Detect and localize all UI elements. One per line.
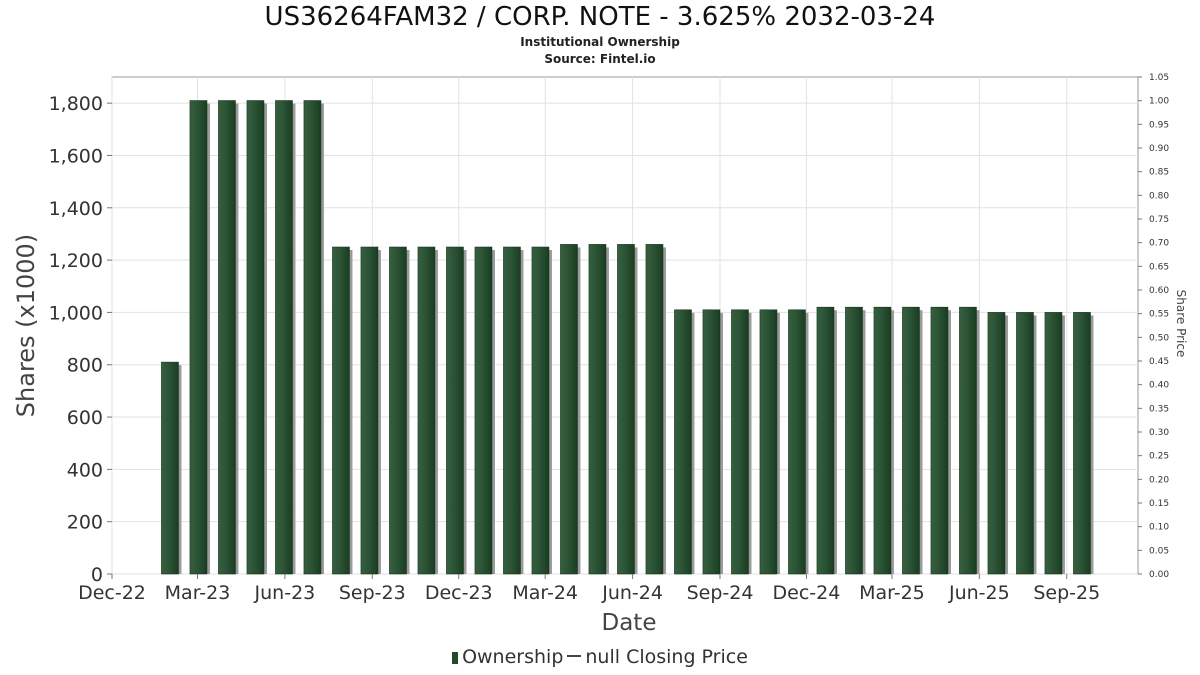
x-tick-label: Sep-24 xyxy=(687,582,754,604)
bar xyxy=(617,244,635,575)
y2-tick-label: 0.70 xyxy=(1149,239,1169,249)
x-tick-label: Mar-23 xyxy=(165,582,231,604)
y2-tick-label: 0.55 xyxy=(1149,310,1169,320)
bar xyxy=(788,309,806,575)
legend-price-label: null Closing Price xyxy=(585,646,748,668)
y2-tick-label: 0.20 xyxy=(1149,475,1169,485)
bar xyxy=(987,312,1006,575)
legend-ownership-swatch xyxy=(452,652,459,664)
y2-tick-label: 0.00 xyxy=(1149,570,1169,580)
y2-tick-label: 0.95 xyxy=(1149,120,1169,130)
chart-subtitle-line-1: Institutional Ownership xyxy=(520,35,680,49)
bar xyxy=(588,244,607,575)
y2-tick-label: 0.85 xyxy=(1149,168,1169,178)
legend-price-line xyxy=(567,655,582,657)
x-tick-label: Sep-23 xyxy=(339,582,406,604)
bar xyxy=(189,100,208,575)
bar xyxy=(531,246,550,575)
bar xyxy=(332,246,350,575)
y-tick-label: 0 xyxy=(91,564,103,586)
bar xyxy=(1016,312,1034,575)
y2-tick-label: 0.75 xyxy=(1149,215,1169,225)
bar xyxy=(503,246,521,575)
x-tick-label: Jun-23 xyxy=(254,582,316,604)
bar xyxy=(845,306,863,575)
y2-tick-label: 0.15 xyxy=(1149,499,1169,509)
chart-subtitle-line-2: Source: Fintel.io xyxy=(544,52,656,66)
y2-tick-label: 0.25 xyxy=(1149,452,1169,462)
x-tick-label: Mar-24 xyxy=(512,582,578,604)
y-tick-label: 1,200 xyxy=(49,250,103,272)
bar xyxy=(360,246,379,575)
bar xyxy=(417,246,436,575)
bar xyxy=(731,309,749,575)
y-axis-label: Shares (x1000) xyxy=(12,234,40,417)
y2-tick-label: 0.40 xyxy=(1149,381,1169,391)
legend-ownership-label: Ownership xyxy=(462,646,564,668)
bar xyxy=(902,306,920,575)
y2-tick-label: 0.50 xyxy=(1149,333,1169,343)
bar xyxy=(275,100,293,575)
bar xyxy=(303,100,322,575)
y-tick-label: 200 xyxy=(67,512,103,534)
bar xyxy=(816,306,835,575)
y2-tick-label: 1.00 xyxy=(1149,97,1169,107)
bar xyxy=(959,306,977,575)
x-tick-label: Jun-24 xyxy=(601,582,663,604)
y2-axis-label: Share Price xyxy=(1174,290,1188,358)
y2-tick-label: 0.80 xyxy=(1149,191,1169,201)
y2-tick-label: 0.30 xyxy=(1149,428,1169,438)
bar xyxy=(702,309,721,575)
x-tick-label: Dec-23 xyxy=(425,582,493,604)
bar xyxy=(674,309,692,575)
y-tick-label: 1,400 xyxy=(49,198,103,220)
bar xyxy=(389,246,407,575)
y-tick-label: 400 xyxy=(67,459,103,481)
bar xyxy=(873,306,892,575)
y-tick-label: 1,800 xyxy=(49,93,103,115)
y-tick-label: 1,600 xyxy=(49,145,103,167)
x-tick-label: Jun-25 xyxy=(948,582,1010,604)
bar xyxy=(1044,312,1063,575)
x-axis-label: Date xyxy=(602,610,657,636)
bar xyxy=(474,246,493,575)
y-tick-label: 600 xyxy=(67,407,103,429)
y2-tick-label: 0.05 xyxy=(1149,546,1169,556)
x-tick-label: Sep-25 xyxy=(1033,582,1100,604)
bar xyxy=(759,309,778,575)
y2-tick-label: 0.60 xyxy=(1149,286,1169,296)
bar xyxy=(161,361,179,575)
y2-tick-label: 0.90 xyxy=(1149,144,1169,154)
x-tick-label: Mar-25 xyxy=(859,582,925,604)
y2-tick-label: 0.35 xyxy=(1149,404,1169,414)
y2-tick-label: 0.65 xyxy=(1149,262,1169,272)
y-tick-label: 1,000 xyxy=(49,302,103,324)
y2-tick-label: 1.05 xyxy=(1149,73,1169,83)
bar xyxy=(1073,312,1091,575)
legend: Ownership null Closing Price xyxy=(0,646,1200,668)
y-tick-label: 800 xyxy=(67,355,103,377)
y2-tick-label: 0.45 xyxy=(1149,357,1169,367)
bar xyxy=(246,100,265,575)
bar xyxy=(446,246,464,575)
x-tick-label: Dec-24 xyxy=(773,582,841,604)
bar xyxy=(560,244,578,575)
chart-title: US36264FAM32 / CORP. NOTE - 3.625% 2032-… xyxy=(264,2,936,32)
y2-tick-label: 0.10 xyxy=(1149,523,1169,533)
x-tick-label: Dec-22 xyxy=(78,582,146,604)
bar xyxy=(645,244,664,575)
bar xyxy=(218,100,236,575)
bar xyxy=(930,306,949,575)
